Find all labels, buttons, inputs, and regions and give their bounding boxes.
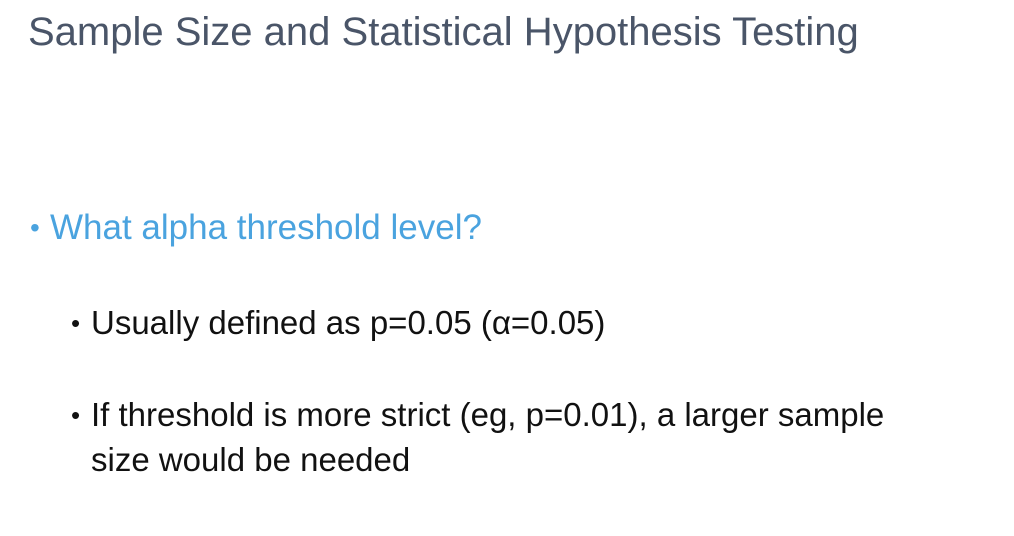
bullet-text: What alpha threshold level? xyxy=(50,208,482,247)
bullet-level1: • What alpha threshold level? xyxy=(30,207,482,249)
bullet-marker: • xyxy=(71,400,81,430)
slide-title: Sample Size and Statistical Hypothesis T… xyxy=(28,10,859,54)
bullet-marker: • xyxy=(71,308,81,338)
bullet-level2-alpha-definition: • Usually defined as p=0.05 (α=0.05) xyxy=(71,301,605,346)
bullet-text: If threshold is more strict (eg, p=0.01)… xyxy=(91,396,885,478)
bullet-text: Usually defined as p=0.05 (α=0.05) xyxy=(91,304,606,341)
bullet-marker: • xyxy=(30,212,40,243)
bullet-level2-strict-threshold: • If threshold is more strict (eg, p=0.0… xyxy=(71,393,951,482)
